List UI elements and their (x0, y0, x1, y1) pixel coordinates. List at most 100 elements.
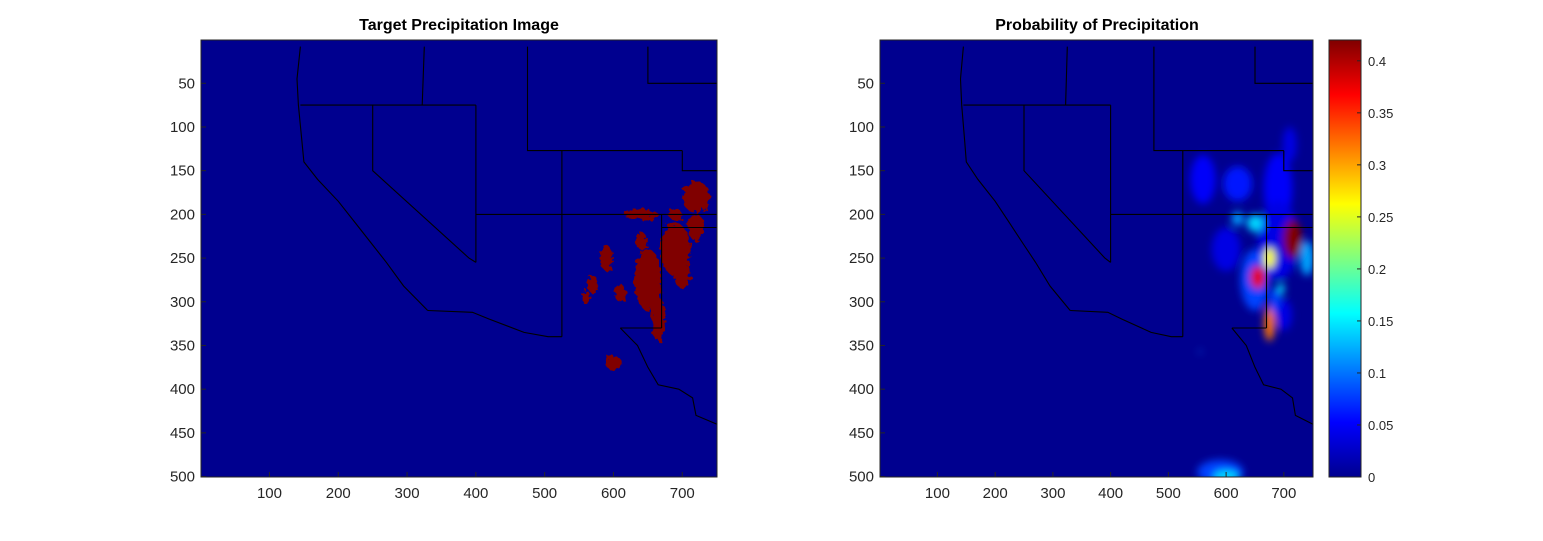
chart-title: Probability of Precipitation (995, 17, 1199, 34)
plot-area (201, 40, 717, 477)
state-border-line (1153, 46, 1284, 152)
y-tick-label: 250 (849, 250, 874, 267)
x-tick-label: 600 (601, 485, 626, 502)
colorbar-tick-label: 0.15 (1368, 314, 1393, 329)
y-tick-label: 100 (849, 119, 874, 136)
y-tick-label: 500 (170, 469, 195, 486)
precip-patch (581, 290, 591, 305)
probability-patch (1283, 219, 1302, 259)
state-border-line (647, 46, 717, 84)
y-tick-label: 400 (849, 381, 874, 398)
x-tick-label: 300 (1040, 485, 1065, 502)
state-border-line (1283, 150, 1313, 172)
probability-patch (1223, 166, 1253, 202)
state-border-line (1023, 105, 1111, 263)
probability-patch (1250, 265, 1266, 289)
state-borders (959, 46, 1313, 425)
state-border-line (681, 150, 717, 172)
y-tick-label: 400 (170, 381, 195, 398)
state-border-line (421, 46, 425, 106)
x-tick-label: 300 (395, 485, 420, 502)
y-tick-label: 350 (849, 337, 874, 354)
y-tick-label: 100 (170, 119, 195, 136)
state-border-line (1065, 46, 1068, 106)
colorbar-tick-label: 0.1 (1368, 366, 1386, 381)
precip-patch (614, 284, 626, 302)
x-tick-label: 500 (532, 485, 557, 502)
probability-patch (1231, 211, 1244, 226)
y-tick-label: 50 (857, 75, 874, 92)
x-axis: 100 200 300 400 500 600 700 (925, 472, 1296, 502)
x-tick-label: 200 (326, 485, 351, 502)
x-tick-label: 200 (983, 485, 1008, 502)
panel-target: Target Precipitation Image 100 200 300 400 5… (170, 17, 718, 502)
state-border-line (959, 46, 1071, 311)
colorbar-tick-label: 0.05 (1368, 418, 1393, 433)
panel-probability: Probability of Precipitation 100 200 300 40… (849, 17, 1393, 502)
state-border-line (619, 327, 717, 425)
probability-patch (1282, 126, 1297, 162)
x-tick-label: 400 (463, 485, 488, 502)
colorbar-tick-label: 0 (1368, 470, 1375, 485)
x-tick-label: 600 (1214, 485, 1239, 502)
y-tick-label: 450 (170, 425, 195, 442)
precip-patch (660, 223, 691, 276)
x-tick-label: 700 (1271, 485, 1296, 502)
colorbar-tick-label: 0.3 (1368, 158, 1386, 173)
probability-patch (1190, 154, 1216, 204)
colorbar-tick-label: 0.4 (1368, 54, 1386, 69)
colorbar-tick-label: 0.25 (1368, 210, 1393, 225)
precip-patch (682, 181, 710, 213)
y-axis: 50 100 150 200 250 300 350 400 450 500 (849, 75, 885, 486)
state-border-line (296, 46, 429, 311)
probability-patch (1198, 349, 1202, 354)
y-tick-label: 250 (170, 250, 195, 267)
state-borders (296, 46, 717, 425)
y-tick-label: 150 (170, 163, 195, 180)
x-tick-label: 100 (925, 485, 950, 502)
colorbar-tick-label: 0.2 (1368, 262, 1386, 277)
probability-patch (1211, 227, 1241, 272)
precip-patch (599, 245, 614, 271)
colorbar-ticks: 0 0.05 0.1 0.15 0.2 0.25 0.3 0.35 0.4 (1357, 54, 1393, 485)
y-tick-label: 500 (849, 469, 874, 486)
y-tick-label: 350 (170, 337, 195, 354)
state-border-line (1070, 309, 1183, 338)
precip-patch (635, 231, 647, 250)
chart-title: Target Precipitation Image (359, 17, 559, 34)
y-tick-label: 200 (849, 206, 874, 223)
x-tick-label: 500 (1156, 485, 1181, 502)
y-tick-label: 200 (170, 206, 195, 223)
state-border-line (1254, 46, 1313, 84)
probability-layer (1190, 126, 1313, 477)
y-tick-label: 50 (178, 75, 195, 92)
probability-patch (1263, 247, 1276, 269)
precip-patch (605, 355, 622, 370)
probability-patch (1246, 214, 1264, 232)
colorbar (1328, 39, 1362, 478)
probability-patch (1277, 283, 1285, 294)
state-border-line (427, 309, 562, 338)
y-tick-label: 450 (849, 425, 874, 442)
x-tick-label: 700 (670, 485, 695, 502)
y-tick-label: 150 (849, 163, 874, 180)
probability-patch (1275, 299, 1292, 331)
precip-patch (651, 297, 666, 342)
precip-patch (634, 249, 662, 311)
x-axis: 100 200 300 400 500 600 700 (257, 472, 695, 502)
y-tick-label: 300 (849, 294, 874, 311)
y-axis: 50 100 150 200 250 300 350 400 450 500 (170, 75, 206, 486)
plot-area (880, 40, 1313, 477)
precip-patch (674, 263, 691, 288)
state-border-line (1231, 327, 1313, 425)
colorbar-tick-label: 0.35 (1368, 106, 1393, 121)
probability-patch (1300, 240, 1313, 276)
x-tick-label: 100 (257, 485, 282, 502)
precip-patch (587, 275, 599, 294)
x-tick-label: 400 (1098, 485, 1123, 502)
state-border-line (372, 105, 477, 263)
precip-layer (581, 181, 710, 370)
state-border-line (526, 46, 683, 152)
